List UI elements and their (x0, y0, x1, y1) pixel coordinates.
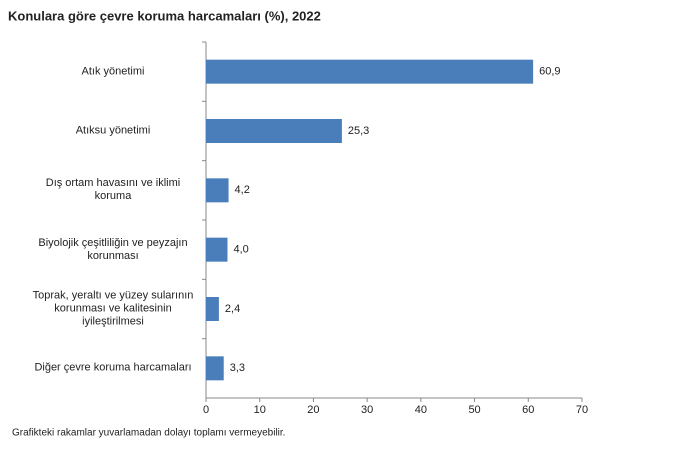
y-tick-label: Toprak, yeraltı ve yüzey sularının korun… (32, 289, 194, 328)
x-tick-label: 10 (254, 404, 266, 416)
x-tick-label: 0 (203, 404, 209, 416)
value-label: 4,0 (233, 244, 248, 256)
bar (206, 356, 224, 381)
x-tick-label: 70 (576, 404, 588, 416)
bar (206, 297, 219, 321)
value-label: 2,4 (225, 303, 240, 315)
x-tick-label: 40 (415, 404, 427, 416)
bar (206, 178, 229, 203)
y-tick-label: Biyolojik çeşitliliğin ve peyzajın korun… (38, 236, 188, 262)
value-label: 4,2 (235, 184, 250, 196)
bar (206, 119, 342, 143)
chart-title: Konulara göre çevre koruma harcamaları (… (8, 8, 321, 23)
y-tick-label: Atık yönetimi (81, 65, 145, 78)
footnote: Grafikteki rakamlar yuvarlamadan dolayı … (12, 428, 285, 439)
value-label: 25,3 (348, 125, 369, 137)
x-tick-label: 50 (468, 404, 480, 416)
y-tick-label: Diğer çevre koruma harcamaları (34, 361, 192, 374)
x-tick-label: 30 (361, 404, 373, 416)
y-tick-label: Dış ortam havasını ve iklimi koruma (45, 177, 181, 203)
x-tick-label: 20 (307, 404, 319, 416)
bar (206, 237, 228, 262)
y-tick-label: Atıksu yönetimi (75, 124, 151, 137)
x-tick-label: 60 (522, 404, 534, 416)
value-label: 60,9 (539, 66, 560, 78)
value-label: 3,3 (230, 362, 245, 374)
bar (206, 59, 534, 84)
